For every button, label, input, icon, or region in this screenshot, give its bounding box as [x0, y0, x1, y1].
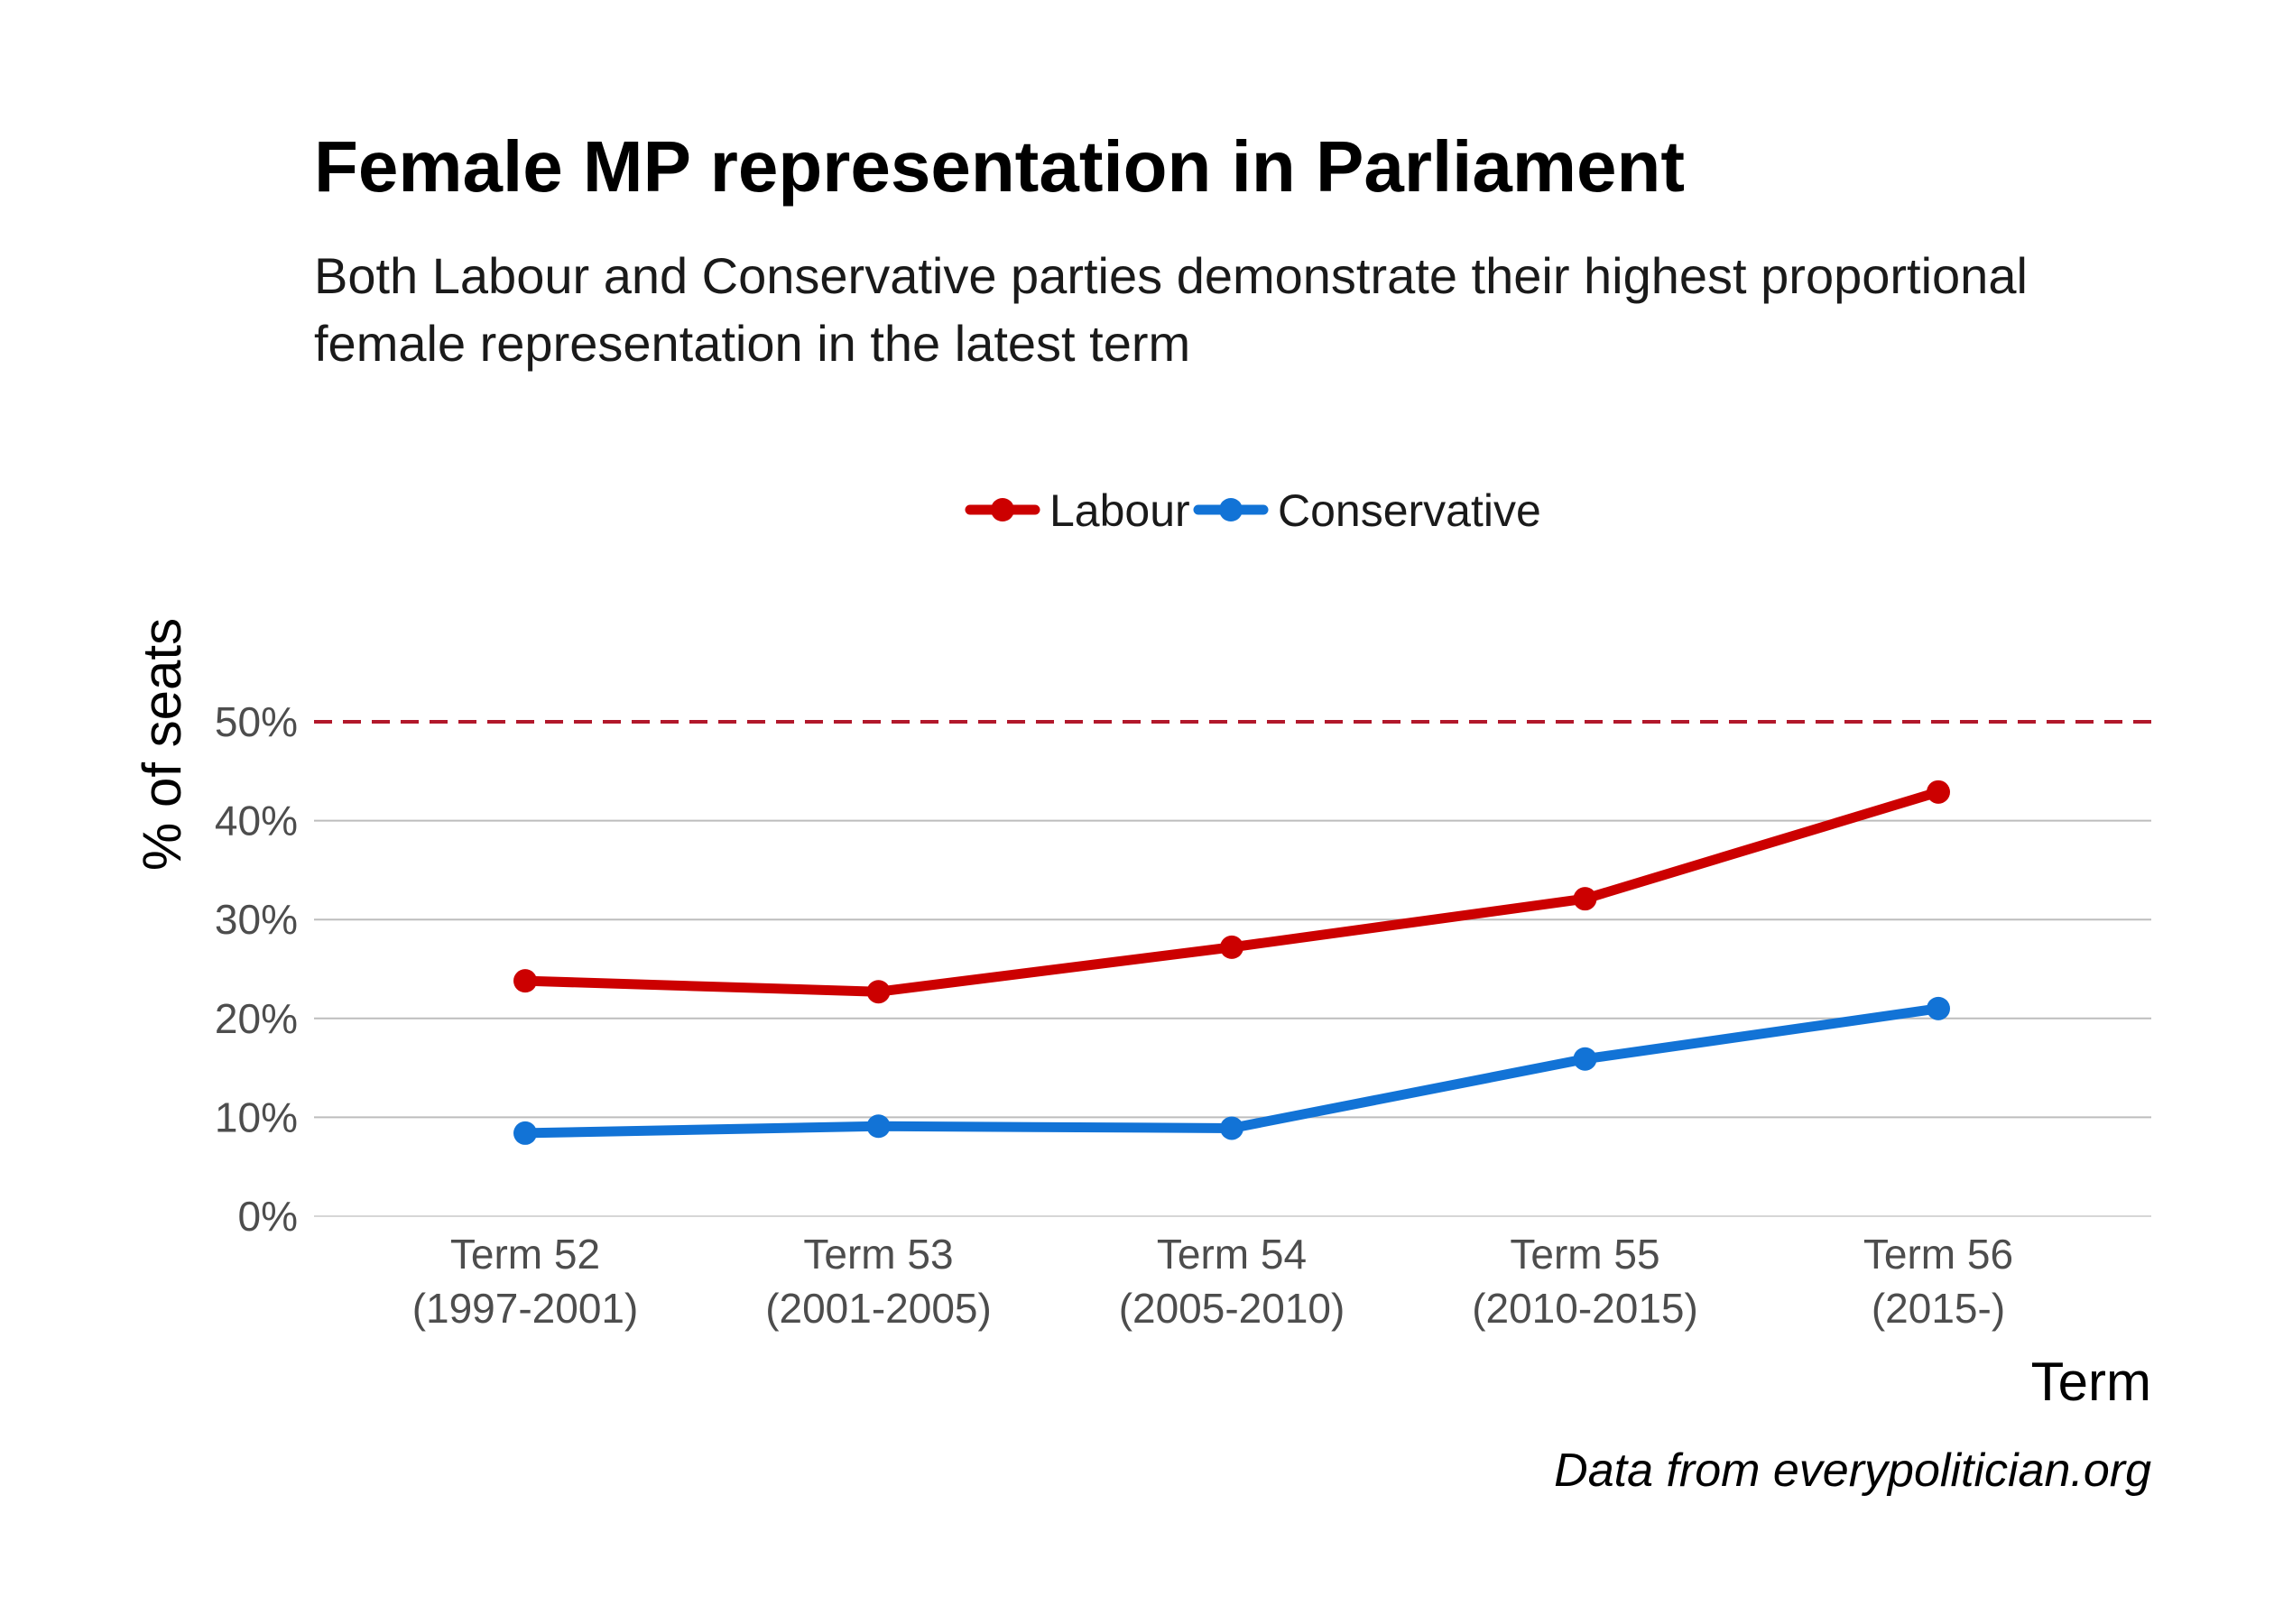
- labour-point-1: [513, 969, 537, 993]
- conservative-point-5: [1927, 996, 1950, 1020]
- conservative-point-1: [513, 1121, 537, 1145]
- labour-point-2: [866, 980, 891, 1004]
- legend-conservative-swatch-point: [1219, 498, 1243, 521]
- x-tick-label-5: Term 56 (2015-): [1863, 1231, 2013, 1332]
- labour-line: [520, 787, 1944, 997]
- conservative-line: [520, 1003, 1944, 1139]
- y-tick-label-30: 30%: [215, 896, 298, 943]
- chart-subtitle-line-2: female representation in the latest term: [314, 315, 1190, 372]
- chart-subtitle-line-1: Both Labour and Conservative parties dem…: [314, 247, 2028, 304]
- labour-point-4: [1573, 887, 1597, 911]
- conservative-point-2: [866, 1114, 891, 1139]
- y-tick-label-50: 50%: [215, 698, 298, 745]
- caption: Data from everypolitician.org: [1554, 1444, 2151, 1497]
- x-tick-label-1: Term 52 (1997-2001): [412, 1231, 639, 1332]
- conservative-point-3: [1220, 1116, 1243, 1140]
- x-tick-label-2: Term 53 (2001-2005): [765, 1231, 992, 1332]
- y-tick-label-40: 40%: [215, 798, 298, 844]
- x-tick-label-3: Term 54 (2005-2010): [1119, 1231, 1345, 1332]
- x-tick-label-4: Term 55 (2010-2015): [1472, 1231, 1698, 1332]
- y-axis-title: % of seats: [132, 618, 192, 871]
- legend-conservative-label: Conservative: [1278, 485, 1541, 536]
- legend-labour-label: Labour: [1049, 485, 1190, 536]
- legend: Labour Conservative: [965, 485, 1541, 536]
- x-axis-title: Term: [2031, 1352, 2151, 1412]
- chart-title: Female MP representation in Parliament: [314, 126, 1685, 207]
- legend-labour-swatch-point: [991, 498, 1014, 521]
- y-tick-label-10: 10%: [215, 1093, 298, 1140]
- plot-area: 0% 10% 20% 30% 40% 50% Term 52 (1997-2001) Term …: [215, 698, 2151, 1332]
- y-tick-label-20: 20%: [215, 995, 298, 1042]
- conservative-point-4: [1573, 1047, 1597, 1071]
- labour-point-5: [1927, 780, 1950, 804]
- labour-point-3: [1220, 935, 1243, 959]
- y-tick-label-0: 0%: [238, 1193, 298, 1240]
